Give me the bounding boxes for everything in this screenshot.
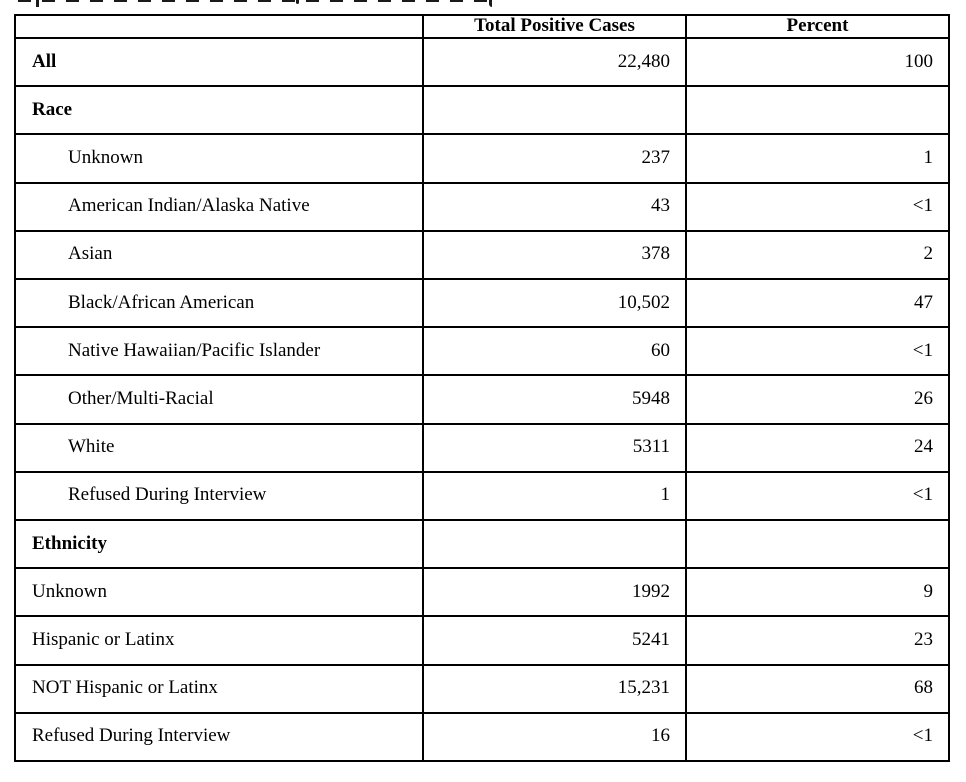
row-label-cell: Unknown (14, 133, 424, 184)
table-row: All 22,480 100 (14, 36, 950, 88)
percent-cell: <1 (685, 326, 950, 377)
row-label-cell: Asian (14, 229, 424, 280)
percent-cell: <1 (685, 470, 950, 521)
col-header-total-positive-cases: Total Positive Cases (422, 14, 687, 39)
total-positive-cases-cell: 5241 (422, 615, 687, 666)
row-label-cell: All (14, 36, 424, 88)
percent-cell (685, 518, 950, 570)
table-row: American Indian/Alaska Native 43 <1 (14, 181, 950, 232)
percent-cell: <1 (685, 181, 950, 232)
row-label-cell: Hispanic or Latinx (14, 615, 424, 666)
total-positive-cases-cell: 16 (422, 711, 687, 763)
table-body: All 22,480 100 Race Unknown 237 1 Americ… (14, 36, 950, 763)
table-row: Unknown 1992 9 (14, 567, 950, 618)
total-positive-cases-cell: 237 (422, 133, 687, 184)
row-label-cell: White (14, 422, 424, 473)
cropped-text-fragment (18, 0, 496, 2)
table-row: Black/African American 10,502 47 (14, 277, 950, 329)
cropped-text-fragment (489, 0, 492, 7)
percent-cell: 2 (685, 229, 950, 280)
percent-cell: 23 (685, 615, 950, 666)
total-positive-cases-cell: 15,231 (422, 663, 687, 714)
percent-cell: <1 (685, 711, 950, 763)
row-label-cell: Unknown (14, 567, 424, 618)
col-header-percent: Percent (685, 14, 950, 39)
percent-cell: 26 (685, 374, 950, 425)
table-row: Unknown 237 1 (14, 133, 950, 184)
table-row: Asian 378 2 (14, 229, 950, 280)
total-positive-cases-cell: 378 (422, 229, 687, 280)
row-label-cell: NOT Hispanic or Latinx (14, 663, 424, 714)
total-positive-cases-cell: 43 (422, 181, 687, 232)
table-row: Race (14, 85, 950, 136)
row-label-cell: Refused During Interview (14, 711, 424, 763)
positive-cases-demographics-table: Total Positive Cases Percent All 22,480 … (14, 14, 950, 763)
percent-cell: 1 (685, 133, 950, 184)
percent-cell: 100 (685, 36, 950, 88)
total-positive-cases-cell: 1992 (422, 567, 687, 618)
total-positive-cases-cell: 22,480 (422, 36, 687, 88)
total-positive-cases-cell: 5311 (422, 422, 687, 473)
table-row: Hispanic or Latinx 5241 23 (14, 615, 950, 666)
percent-cell (685, 85, 950, 136)
cropped-text-fragment (36, 0, 39, 7)
cropped-text-fragment (296, 0, 299, 4)
table-row: Native Hawaiian/Pacific Islander 60 <1 (14, 326, 950, 377)
total-positive-cases-cell: 60 (422, 326, 687, 377)
row-label-cell: Black/African American (14, 277, 424, 329)
total-positive-cases-cell (422, 85, 687, 136)
col-header-empty (14, 14, 424, 39)
table-header-row: Total Positive Cases Percent (14, 14, 950, 39)
table-row: Refused During Interview 16 <1 (14, 711, 950, 763)
total-positive-cases-cell: 5948 (422, 374, 687, 425)
row-label-cell: Refused During Interview (14, 470, 424, 521)
table-row: White 5311 24 (14, 422, 950, 473)
table-row: Other/Multi-Racial 5948 26 (14, 374, 950, 425)
row-label-cell: Ethnicity (14, 518, 424, 570)
percent-cell: 9 (685, 567, 950, 618)
table-row: NOT Hispanic or Latinx 15,231 68 (14, 663, 950, 714)
row-label-cell: Race (14, 85, 424, 136)
table-row: Refused During Interview 1 <1 (14, 470, 950, 521)
percent-cell: 47 (685, 277, 950, 329)
percent-cell: 68 (685, 663, 950, 714)
total-positive-cases-cell (422, 518, 687, 570)
row-label-cell: Other/Multi-Racial (14, 374, 424, 425)
total-positive-cases-cell: 1 (422, 470, 687, 521)
row-label-cell: American Indian/Alaska Native (14, 181, 424, 232)
row-label-cell: Native Hawaiian/Pacific Islander (14, 326, 424, 377)
percent-cell: 24 (685, 422, 950, 473)
total-positive-cases-cell: 10,502 (422, 277, 687, 329)
table-row: Ethnicity (14, 518, 950, 570)
